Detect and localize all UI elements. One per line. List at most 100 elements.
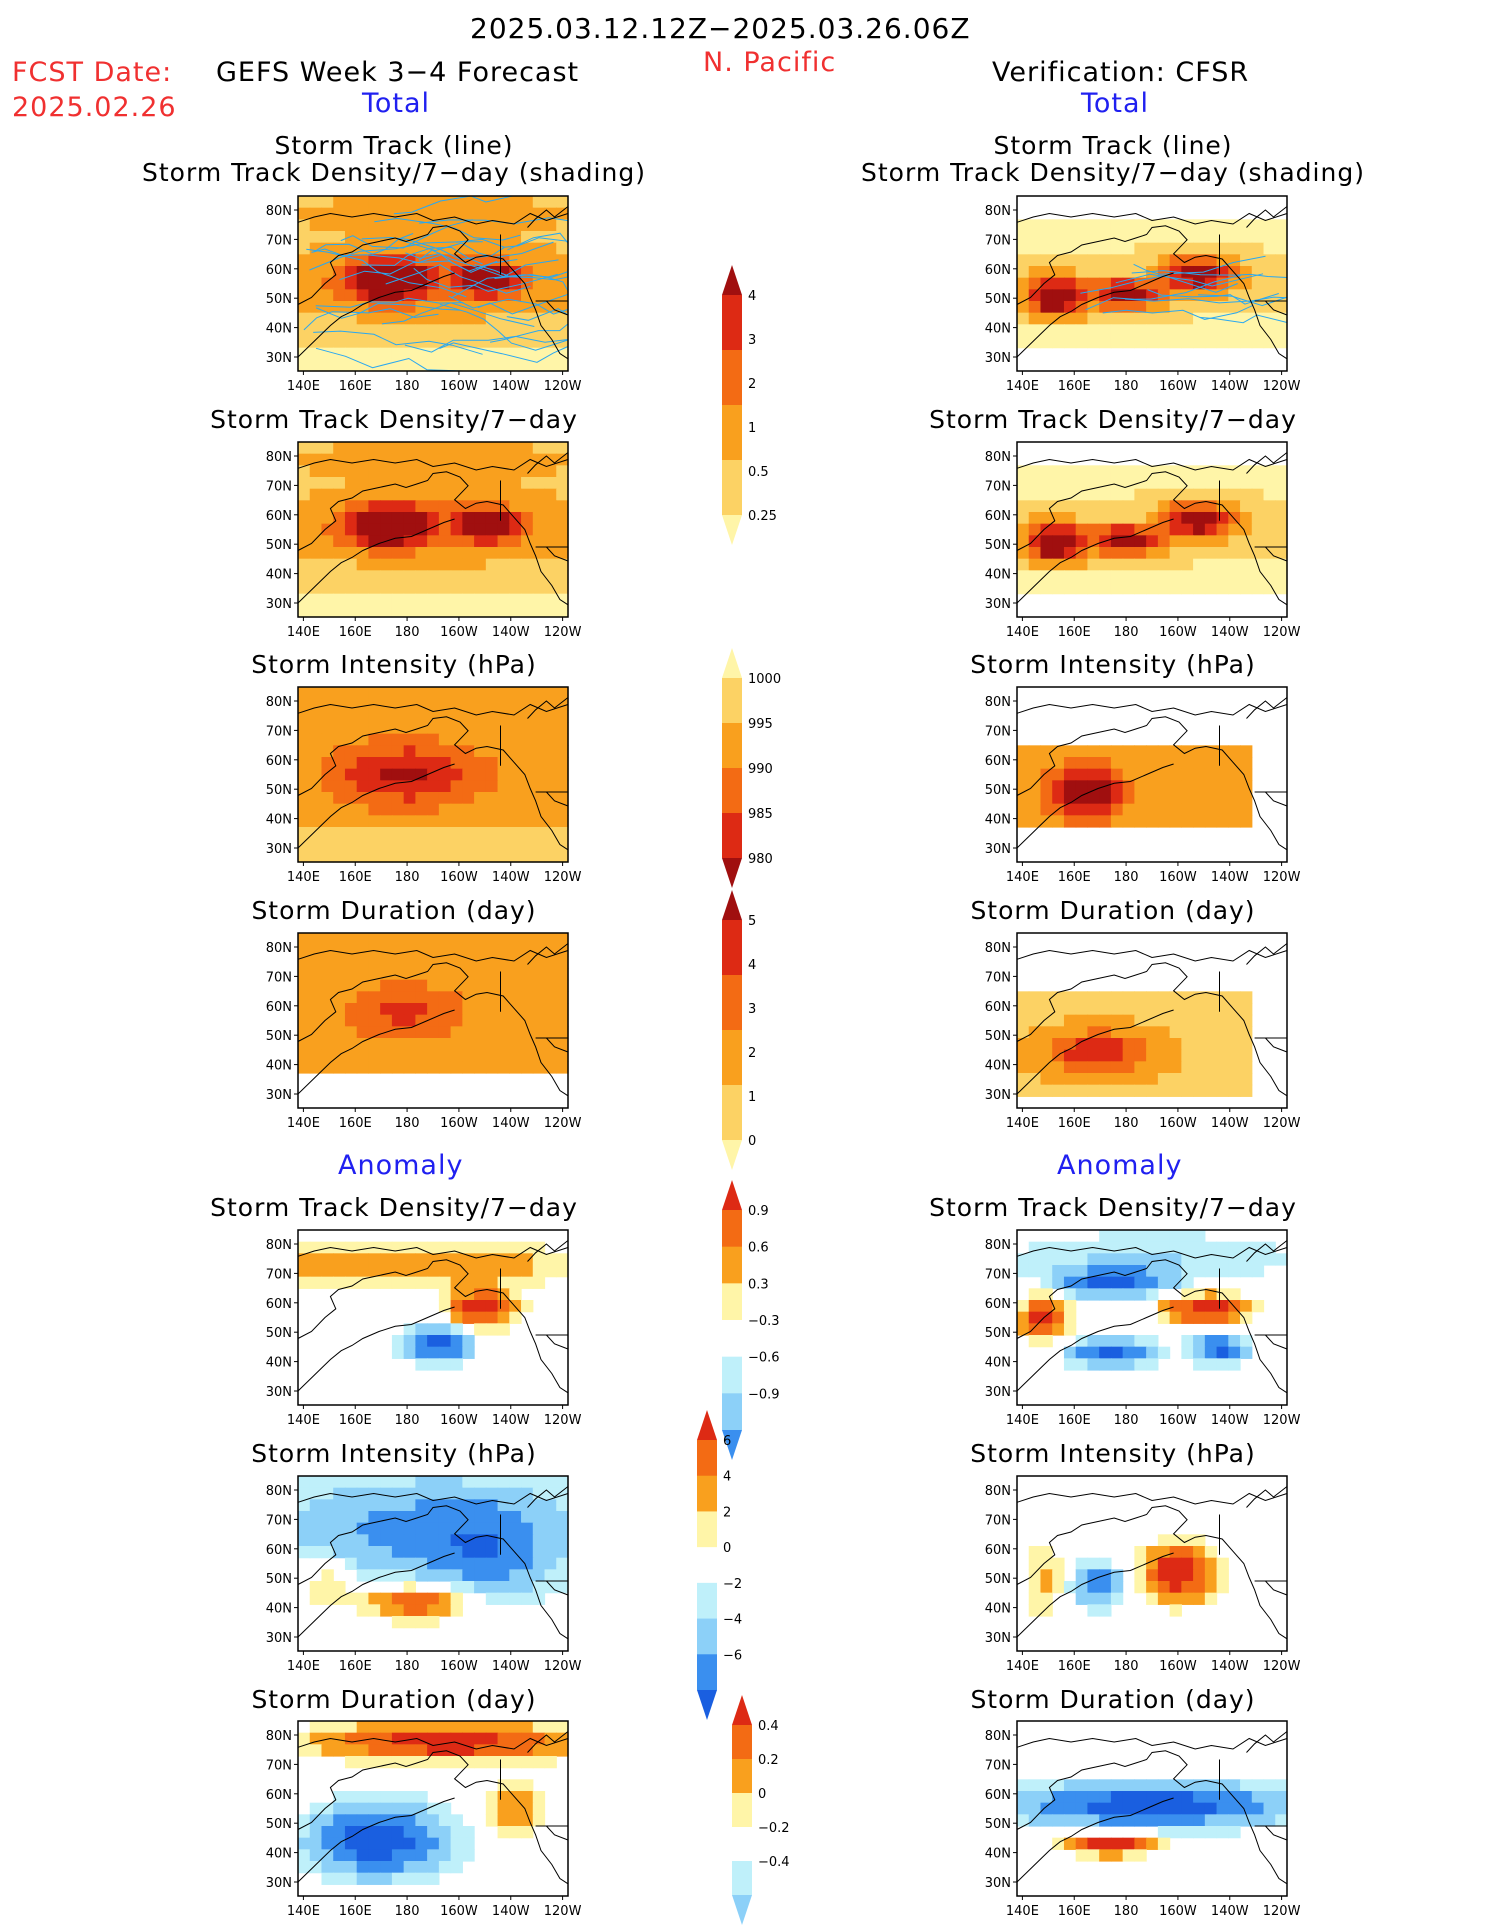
grid-cell xyxy=(403,1026,416,1039)
grid-cell xyxy=(368,500,381,513)
grid-cell xyxy=(309,733,323,746)
grid-cell xyxy=(544,1581,557,1594)
grid-cell xyxy=(333,1476,346,1489)
grid-cell xyxy=(368,1476,381,1489)
grid-cell xyxy=(556,1038,569,1051)
grid-cell xyxy=(380,1744,393,1757)
grid-cell xyxy=(1040,1084,1053,1097)
grid-cell xyxy=(497,1487,510,1500)
grid-cell xyxy=(1075,1073,1089,1086)
grid-cell xyxy=(544,254,557,267)
grid-cell xyxy=(1157,1837,1171,1850)
grid-cell xyxy=(474,1756,487,1769)
grid-cell xyxy=(415,1358,428,1371)
grid-cell xyxy=(474,710,487,723)
grid-cell xyxy=(1110,558,1124,571)
grid-cell xyxy=(1216,547,1229,560)
grid-cell xyxy=(356,500,370,513)
grid-cell xyxy=(1146,242,1159,255)
grid-cell xyxy=(321,196,334,209)
grid-cell xyxy=(356,488,370,501)
grid-cell xyxy=(344,1802,358,1815)
grid-cell xyxy=(1017,547,1030,560)
grid-cell xyxy=(438,1557,452,1570)
grid-cell xyxy=(544,803,557,816)
grid-cell xyxy=(1075,768,1089,781)
grid-cell xyxy=(1110,312,1124,325)
grid-cell xyxy=(380,757,393,770)
grid-cell xyxy=(403,266,416,279)
grid-cell xyxy=(497,698,510,711)
lon-tick-label: 140E xyxy=(287,1116,320,1131)
lon-tick-label: 160E xyxy=(1058,1904,1091,1919)
grid-cell xyxy=(1075,1346,1089,1359)
grid-cell xyxy=(368,1721,381,1734)
grid-cell xyxy=(321,956,334,969)
grid-cell xyxy=(438,768,452,781)
grid-cell xyxy=(1028,1791,1042,1804)
grid-cell xyxy=(1251,512,1265,525)
grid-cell xyxy=(1146,1038,1159,1051)
grid-cell xyxy=(1099,1003,1112,1016)
grid-cell xyxy=(298,722,311,735)
grid-cell xyxy=(344,1791,358,1804)
grid-cell xyxy=(485,1522,499,1535)
grid-cell xyxy=(509,733,522,746)
storm-track-line xyxy=(419,217,569,225)
grid-cell xyxy=(1087,570,1100,583)
grid-cell xyxy=(474,1253,487,1266)
grid-cell xyxy=(532,1721,546,1734)
panel-title-duration-anom-right: Storm Duration (day) xyxy=(970,1685,1256,1714)
grid-cell xyxy=(1028,1335,1042,1348)
grid-cell xyxy=(1157,815,1171,828)
grid-cell xyxy=(1122,1358,1135,1371)
lon-tick-label: 180 xyxy=(395,625,420,640)
grid-cell xyxy=(1263,1779,1276,1792)
grid-cell xyxy=(497,359,510,372)
grid-cell xyxy=(427,1592,440,1605)
grid-cell xyxy=(1169,558,1182,571)
grid-cell xyxy=(1040,336,1053,349)
grid-cell xyxy=(368,1791,381,1804)
grid-cell xyxy=(403,1522,416,1535)
grid-cell xyxy=(1157,1581,1171,1594)
grid-cell xyxy=(380,1872,393,1885)
colorbar-svg: 0.40.20−0.2−0.4 xyxy=(732,1695,790,1925)
lon-tick-label: 140W xyxy=(492,1116,530,1131)
coastline xyxy=(297,518,455,604)
grid-cell xyxy=(1017,465,1030,478)
map-track-verification: 140E 160E 180 160W 140W 120W 80N 70N 60N 50N 40N 30… xyxy=(977,195,1301,405)
grid-cell xyxy=(309,231,323,244)
grid-cell xyxy=(309,535,323,548)
grid-cell xyxy=(1087,488,1100,501)
grid-cell xyxy=(1075,523,1089,536)
grid-cell xyxy=(368,815,381,828)
grid-cell xyxy=(391,1826,405,1839)
grid-cell xyxy=(309,558,323,571)
grid-cell xyxy=(321,442,334,455)
grid-cell xyxy=(1204,1026,1218,1039)
grid-cell xyxy=(1063,1779,1077,1792)
grid-cell xyxy=(298,979,311,992)
grid-cell xyxy=(344,698,358,711)
grid-cell xyxy=(1110,803,1124,816)
grid-cell xyxy=(356,991,370,1004)
grid-cell xyxy=(1263,312,1276,325)
grid-cell xyxy=(450,1861,463,1874)
grid-cell xyxy=(356,477,370,490)
grid-cell xyxy=(1052,1802,1065,1815)
grid-cell xyxy=(1063,1253,1077,1266)
grid-cell xyxy=(1228,231,1241,244)
grid-cell xyxy=(474,698,487,711)
grid-cell xyxy=(1063,780,1077,793)
lon-tick-label: 140E xyxy=(287,1659,320,1674)
grid-cell xyxy=(1063,582,1077,595)
grid-cell xyxy=(474,1732,487,1745)
grid-cell xyxy=(298,1049,311,1062)
grid-cell xyxy=(333,1849,346,1862)
grid-cell xyxy=(368,933,381,946)
grid-cell xyxy=(1099,254,1112,267)
grid-cell xyxy=(427,500,440,513)
storm-track-line xyxy=(1124,296,1286,304)
grid-cell xyxy=(333,347,346,360)
